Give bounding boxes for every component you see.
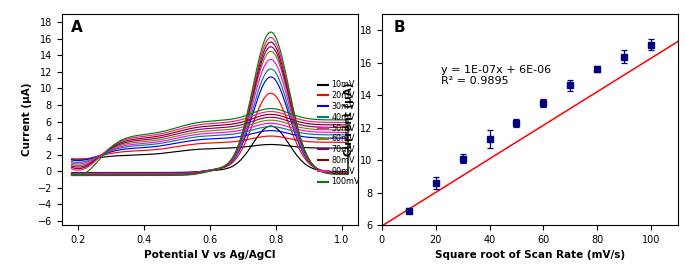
Text: y = 1E-07x + 6E-06
R² = 0.9895: y = 1E-07x + 6E-06 R² = 0.9895 <box>441 64 551 86</box>
Y-axis label: Current (μA): Current (μA) <box>22 83 32 156</box>
X-axis label: Square root of Scan Rate (mV/s): Square root of Scan Rate (mV/s) <box>435 250 625 260</box>
Text: B: B <box>394 20 406 35</box>
X-axis label: Potential V vs Ag/AgCl: Potential V vs Ag/AgCl <box>144 250 275 260</box>
Y-axis label: Current (μA): Current (μA) <box>344 83 354 156</box>
Text: A: A <box>71 20 82 35</box>
Legend: 10mV, 20mV, 30mV, 40mV, 50mV, 60mV, 70mV, 80mV, 90mV, 100mV: 10mV, 20mV, 30mV, 40mV, 50mV, 60mV, 70mV… <box>318 80 360 187</box>
